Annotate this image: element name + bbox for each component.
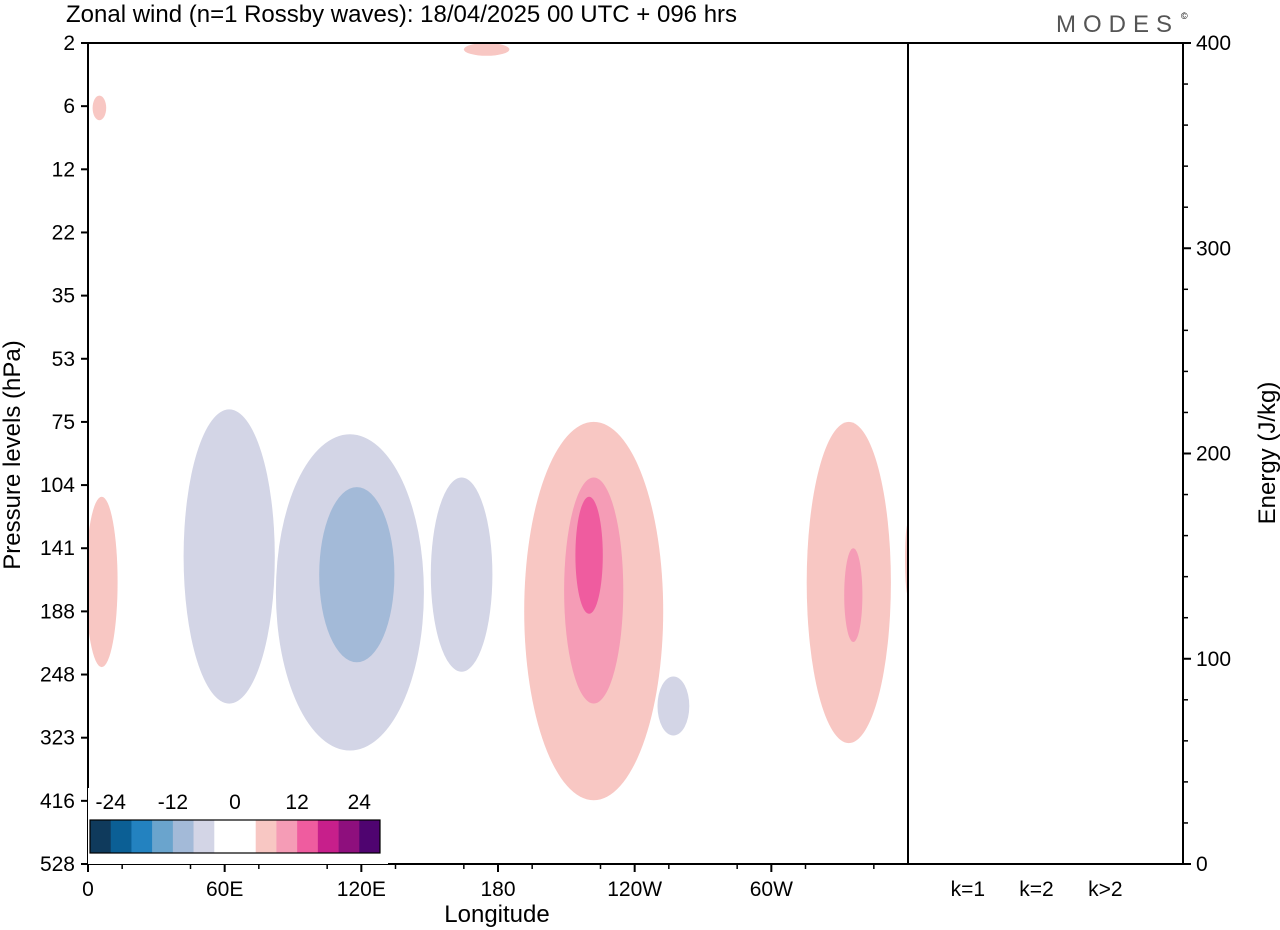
colorbar-cells bbox=[89, 819, 381, 854]
colorbar-labels: -24 -12 0 12 24 bbox=[96, 791, 372, 814]
colorbar-cell bbox=[276, 820, 298, 853]
energy-bar-k=1 bbox=[944, 863, 991, 865]
energy-axis-label: Energy (J/kg) bbox=[1254, 382, 1280, 525]
colorbar-cell bbox=[131, 820, 153, 853]
colorbar-cell bbox=[110, 820, 132, 853]
y-tick-label: 104 bbox=[40, 474, 75, 497]
y-tick-label: 141 bbox=[40, 537, 75, 560]
x-tick-label: 60E bbox=[206, 878, 243, 901]
modes-logo: MODES © bbox=[1056, 11, 1188, 38]
colorbar-frame bbox=[89, 819, 381, 854]
y-tick-label: 528 bbox=[40, 853, 75, 876]
chart-title: Zonal wind (n=1 Rossby waves): 18/04/202… bbox=[66, 1, 737, 28]
colorbar-cell bbox=[317, 820, 339, 853]
y-tick-label: 12 bbox=[52, 158, 75, 181]
colorbar-tick-label: -12 bbox=[158, 791, 188, 814]
modes-logo-text: MODES bbox=[1056, 11, 1179, 38]
wind-pos-region-12 bbox=[844, 548, 863, 642]
y-tick-label: 323 bbox=[40, 727, 75, 750]
colorbar-cell bbox=[90, 820, 112, 853]
energy-panel: 0 100 200 300 400 k=1 k=2 k>2 Energy (J/kg) bbox=[907, 32, 1280, 901]
y-tick-label: 2 bbox=[63, 32, 75, 55]
y-tick-label: 53 bbox=[52, 348, 75, 371]
energy-category-label: k=2 bbox=[1019, 878, 1053, 901]
colorbar-cell bbox=[235, 820, 257, 853]
energy-category-label: k>2 bbox=[1088, 878, 1122, 901]
modes-logo-mark: © bbox=[1181, 11, 1188, 21]
colorbar-cell bbox=[152, 820, 174, 853]
energy-tick-label: 100 bbox=[1196, 648, 1231, 671]
colorbar-cell bbox=[172, 820, 194, 853]
y-tick-label: 35 bbox=[52, 285, 75, 308]
wind-pos-region-0 bbox=[88, 496, 118, 668]
colorbar-cell bbox=[214, 820, 236, 853]
wind-pos-region-2 bbox=[463, 43, 510, 56]
x-tick-label: 120W bbox=[607, 878, 662, 901]
y-tick-label: 188 bbox=[40, 600, 75, 623]
y-tick-label: 6 bbox=[63, 95, 75, 118]
energy-tick-label: 400 bbox=[1196, 32, 1231, 55]
colorbar-tick-label: 24 bbox=[348, 791, 372, 814]
colorbar: -24 -12 0 12 24 bbox=[88, 788, 388, 864]
colorbar-cell bbox=[193, 820, 215, 853]
contour-regions bbox=[88, 43, 908, 801]
wind-neg-region-5 bbox=[319, 487, 395, 663]
colorbar-tick-label: 12 bbox=[285, 791, 308, 814]
colorbar-tick-label: 0 bbox=[229, 791, 241, 814]
energy-bars: k=1 k=2 k>2 bbox=[944, 863, 1129, 901]
wind-neg-region-7 bbox=[657, 676, 690, 736]
y-tick-label: 416 bbox=[40, 790, 75, 813]
x-tick-label: 180 bbox=[480, 878, 515, 901]
y-tick-label: 22 bbox=[52, 221, 75, 244]
x-tick-label: 60W bbox=[750, 878, 793, 901]
y-tick-label: 248 bbox=[40, 664, 75, 687]
colorbar-tick-label: -24 bbox=[96, 791, 127, 814]
x-tick-label: 0 bbox=[82, 878, 94, 901]
energy-tick-label: 300 bbox=[1196, 237, 1231, 260]
colorbar-cell bbox=[359, 820, 381, 853]
wind-neg-region-6 bbox=[430, 477, 493, 672]
energy-bar-k>2 bbox=[1082, 863, 1129, 865]
energy-bar-k=2 bbox=[1013, 863, 1060, 865]
x-axis-label: Longitude bbox=[444, 901, 549, 928]
y-axis-label: Pressure levels (hPa) bbox=[0, 340, 26, 569]
energy-category-label: k=1 bbox=[951, 878, 985, 901]
energy-tick-label: 200 bbox=[1196, 443, 1231, 466]
wind-pos-region-1 bbox=[92, 95, 107, 121]
wind-neg-region-3 bbox=[183, 409, 275, 704]
colorbar-cell bbox=[255, 820, 277, 853]
colorbar-cell bbox=[297, 820, 319, 853]
x-tick-label: 120E bbox=[337, 878, 386, 901]
energy-tick-label: 0 bbox=[1196, 853, 1208, 876]
y-tick-label: 75 bbox=[52, 411, 75, 434]
wind-pos-region-10 bbox=[575, 496, 603, 614]
colorbar-cell bbox=[338, 820, 360, 853]
